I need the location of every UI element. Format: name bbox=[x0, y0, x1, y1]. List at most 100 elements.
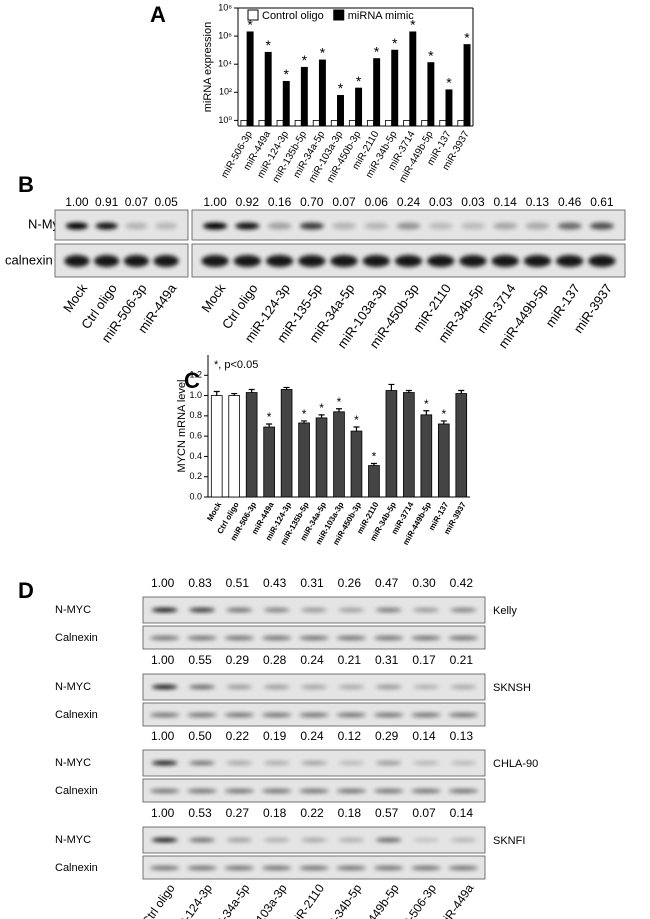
bar bbox=[258, 120, 266, 127]
blot-band bbox=[263, 608, 290, 612]
bar bbox=[367, 120, 374, 127]
quantification: 0.42 bbox=[450, 576, 474, 590]
lane-label: miR-506-3p bbox=[392, 881, 440, 919]
blot-band bbox=[411, 789, 441, 793]
error-bar bbox=[231, 392, 238, 396]
blot-band bbox=[373, 713, 404, 717]
blot-band bbox=[263, 838, 290, 842]
blot-band bbox=[265, 255, 294, 267]
row-label: N-MYC bbox=[55, 834, 91, 846]
blot-band bbox=[263, 685, 290, 689]
blot-band bbox=[65, 222, 89, 230]
blot-band bbox=[188, 685, 216, 689]
blot-band bbox=[460, 222, 486, 230]
blot-band bbox=[427, 255, 455, 267]
legend-label: Control oligo bbox=[262, 10, 324, 22]
blot-band bbox=[523, 255, 552, 267]
quantification: 0.07 bbox=[125, 195, 149, 209]
error-bar bbox=[248, 388, 255, 393]
blot-band bbox=[224, 713, 255, 717]
quantification: 0.24 bbox=[397, 195, 421, 209]
bar bbox=[368, 465, 380, 498]
bar bbox=[245, 392, 258, 498]
blot-band bbox=[235, 222, 260, 230]
row-label: Calnexin bbox=[55, 785, 98, 797]
y-tick-label: 10⁶ bbox=[218, 30, 232, 40]
bar bbox=[348, 120, 356, 127]
bar bbox=[420, 414, 433, 498]
quantification: 0.22 bbox=[226, 729, 250, 743]
blot-band bbox=[338, 685, 365, 689]
blot-band bbox=[411, 636, 441, 640]
quantification: 0.31 bbox=[375, 653, 399, 667]
quantification: 0.18 bbox=[338, 806, 362, 820]
panel-label: B bbox=[18, 172, 34, 197]
blot-band bbox=[450, 685, 477, 689]
lane-label: miR-124-3p bbox=[168, 881, 216, 919]
bar bbox=[385, 390, 398, 498]
quantification: 0.13 bbox=[450, 729, 474, 743]
blot-band bbox=[373, 636, 404, 640]
quantification: 0.05 bbox=[154, 195, 178, 209]
blot-band bbox=[300, 838, 328, 842]
panel-label: A bbox=[150, 2, 166, 27]
blot-band bbox=[299, 789, 329, 793]
quantification: 1.00 bbox=[203, 195, 227, 209]
y-tick-label: 10⁰ bbox=[218, 115, 232, 125]
blot-band bbox=[149, 636, 180, 640]
annotation: *, p<0.05 bbox=[214, 359, 258, 371]
blot-strip bbox=[191, 243, 626, 278]
quantification: 0.21 bbox=[450, 653, 474, 667]
significance-mark: * bbox=[267, 410, 272, 424]
lane-label: Mock bbox=[60, 281, 90, 315]
lane-label: miR-34a-5p bbox=[205, 881, 253, 919]
y-tick-label: 0.6 bbox=[189, 431, 202, 441]
blot-band bbox=[411, 866, 441, 870]
blot-band bbox=[299, 636, 329, 640]
blot-band bbox=[300, 685, 328, 689]
blot-band bbox=[187, 789, 217, 793]
bar bbox=[385, 120, 393, 127]
error-bar bbox=[405, 389, 412, 393]
blot-band bbox=[336, 636, 367, 640]
blot-band bbox=[411, 713, 441, 717]
blot-band bbox=[151, 838, 178, 842]
significance-mark: * bbox=[464, 29, 470, 45]
legend-label: miRNA mimic bbox=[348, 10, 414, 22]
significance-mark: * bbox=[356, 73, 362, 89]
quantification: 0.50 bbox=[188, 729, 212, 743]
quantification: 0.91 bbox=[95, 195, 119, 209]
bar bbox=[246, 31, 254, 127]
blot-band bbox=[95, 222, 118, 230]
quantification: 0.14 bbox=[450, 806, 474, 820]
bar bbox=[263, 426, 275, 498]
blot-band bbox=[588, 255, 616, 267]
row-label: Calnexin bbox=[55, 632, 98, 644]
quantification: 1.00 bbox=[151, 806, 175, 820]
quantification: 0.06 bbox=[365, 195, 389, 209]
quantification: 0.16 bbox=[268, 195, 292, 209]
cell-line-label: CHLA-90 bbox=[493, 758, 538, 770]
significance-mark: * bbox=[446, 75, 452, 91]
y-axis-label: MYCN mRNA level bbox=[176, 380, 188, 473]
row-label: Calnexin bbox=[55, 862, 98, 874]
blot-band bbox=[149, 713, 180, 717]
bar bbox=[318, 59, 326, 127]
error-bar bbox=[301, 420, 308, 423]
blot-band bbox=[154, 222, 178, 230]
blot-band bbox=[336, 789, 367, 793]
blot-band bbox=[226, 838, 253, 842]
quantification: 0.61 bbox=[590, 195, 614, 209]
blot-band bbox=[493, 222, 518, 230]
blot-band bbox=[188, 608, 216, 612]
quantification: 0.27 bbox=[226, 806, 250, 820]
quantification: 0.28 bbox=[263, 653, 287, 667]
blot-band bbox=[428, 222, 453, 230]
quantification: 1.00 bbox=[65, 195, 89, 209]
blot-band bbox=[375, 608, 402, 612]
error-bar bbox=[336, 408, 342, 412]
bar bbox=[330, 120, 338, 127]
bar bbox=[355, 87, 363, 127]
bar bbox=[445, 89, 453, 127]
blot-band bbox=[412, 608, 440, 612]
